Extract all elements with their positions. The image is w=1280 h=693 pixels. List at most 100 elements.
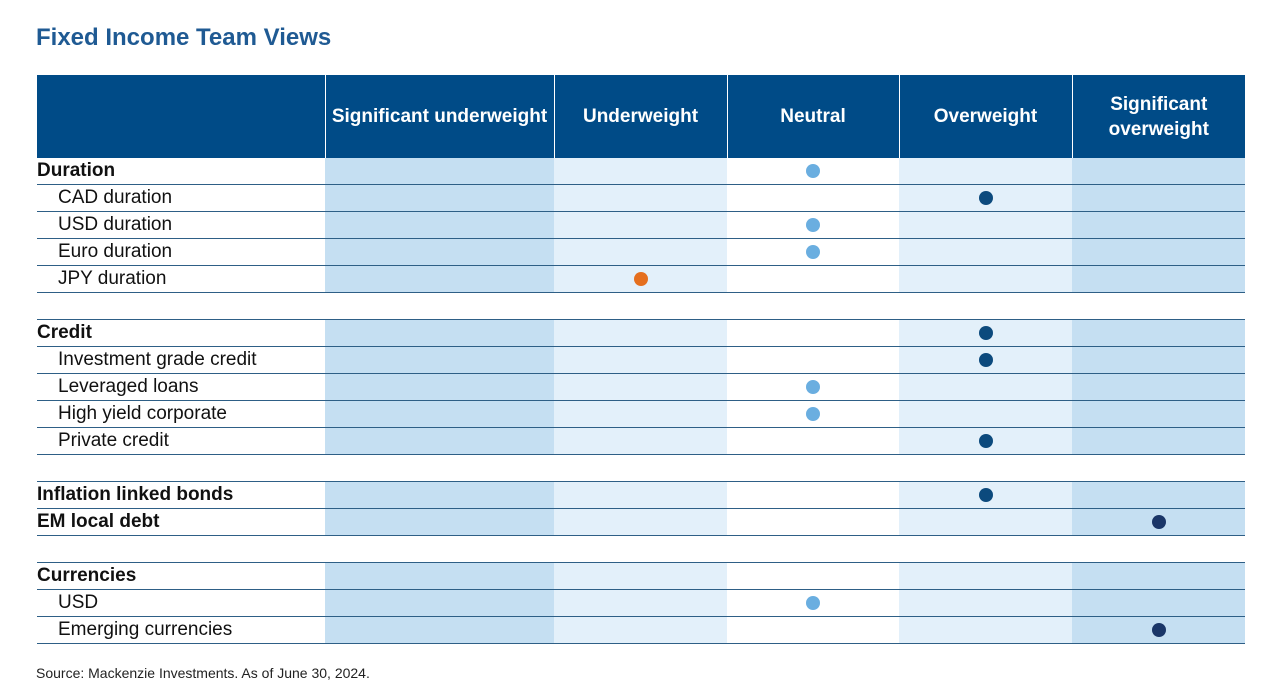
view-cell — [1072, 158, 1245, 185]
view-dot — [978, 433, 993, 448]
view-cell — [899, 265, 1072, 293]
view-cell — [325, 184, 554, 212]
view-cell — [1072, 211, 1245, 239]
view-cell — [325, 562, 554, 590]
table-row: Leveraged loans — [37, 373, 1245, 401]
view-cell — [727, 346, 899, 374]
table-row: High yield corporate — [37, 400, 1245, 428]
view-cell — [899, 589, 1072, 617]
table-row: Currencies — [37, 562, 1245, 590]
view-dot — [978, 352, 993, 367]
view-cell — [899, 184, 1072, 212]
row-label: Emerging currencies — [37, 616, 325, 644]
row-label: Leveraged loans — [37, 373, 325, 401]
view-cell — [727, 616, 899, 644]
view-cell — [1072, 184, 1245, 212]
view-cell — [325, 373, 554, 401]
view-cell — [1072, 346, 1245, 374]
view-dot — [806, 244, 820, 259]
view-cell — [899, 427, 1072, 455]
view-cell — [899, 158, 1072, 185]
view-cell — [554, 238, 727, 266]
table-row: JPY duration — [37, 265, 1245, 293]
table-row: Emerging currencies — [37, 616, 1245, 644]
view-cell — [1072, 481, 1245, 509]
view-cell — [554, 481, 727, 509]
view-cell — [554, 508, 727, 536]
view-cell — [554, 589, 727, 617]
spacer-row — [37, 535, 1245, 563]
view-cell — [1072, 265, 1245, 293]
view-cell — [727, 508, 899, 536]
view-cell — [899, 508, 1072, 536]
view-cell — [727, 238, 899, 266]
spacer-cell — [37, 535, 1245, 563]
view-cell — [1072, 589, 1245, 617]
table-row: CAD duration — [37, 184, 1245, 212]
view-dot — [978, 190, 993, 205]
row-label: Investment grade credit — [37, 346, 325, 374]
view-dot — [978, 325, 993, 340]
table-row: Private credit — [37, 427, 1245, 455]
view-cell — [325, 508, 554, 536]
view-cell — [899, 211, 1072, 239]
table-row: EM local debt — [37, 508, 1245, 536]
view-dot — [806, 379, 820, 394]
view-cell — [554, 427, 727, 455]
view-cell — [899, 373, 1072, 401]
view-cell — [727, 589, 899, 617]
table-row: Duration — [37, 158, 1245, 185]
view-dot — [1151, 514, 1166, 529]
row-label: Currencies — [37, 562, 325, 590]
spacer-cell — [37, 454, 1245, 482]
row-label: USD duration — [37, 211, 325, 239]
table-row: Euro duration — [37, 238, 1245, 266]
header-underweight: Underweight — [553, 75, 727, 158]
view-dot — [1151, 622, 1166, 637]
spacer-cell — [37, 292, 1245, 320]
view-cell — [727, 400, 899, 428]
view-cell — [554, 562, 727, 590]
view-cell — [325, 427, 554, 455]
row-label: USD — [37, 589, 325, 617]
view-cell — [727, 158, 899, 185]
view-cell — [1072, 616, 1245, 644]
view-cell — [554, 373, 727, 401]
source-note: Source: Mackenzie Investments. As of Jun… — [36, 665, 370, 681]
row-label: Euro duration — [37, 238, 325, 266]
table-row: Investment grade credit — [37, 346, 1245, 374]
view-cell — [325, 265, 554, 293]
view-cell — [1072, 427, 1245, 455]
view-cell — [1072, 319, 1245, 347]
view-cell — [554, 158, 727, 185]
view-cell — [727, 211, 899, 239]
view-cell — [325, 589, 554, 617]
view-cell — [727, 184, 899, 212]
table-body: Duration CAD duration USD duration Euro dur… — [37, 158, 1245, 644]
view-cell — [554, 211, 727, 239]
table-row: USD — [37, 589, 1245, 617]
view-cell — [325, 158, 554, 185]
view-cell — [554, 184, 727, 212]
view-cell — [899, 400, 1072, 428]
view-cell — [1072, 562, 1245, 590]
view-cell — [899, 562, 1072, 590]
header-significant-underweight: Significant underweight — [324, 75, 554, 158]
view-cell — [554, 265, 727, 293]
view-cell — [325, 319, 554, 347]
chart-title: Fixed Income Team Views — [36, 24, 332, 51]
view-cell — [1072, 373, 1245, 401]
view-cell — [727, 481, 899, 509]
view-cell — [727, 373, 899, 401]
spacer-row — [37, 292, 1245, 320]
view-cell — [899, 481, 1072, 509]
view-cell — [727, 265, 899, 293]
row-label: High yield corporate — [37, 400, 325, 428]
view-dot — [806, 217, 820, 232]
row-label: Inflation linked bonds — [37, 481, 325, 509]
table-row: Credit — [37, 319, 1245, 347]
view-dot — [978, 487, 993, 502]
view-cell — [727, 562, 899, 590]
view-cell — [554, 346, 727, 374]
view-dot — [806, 595, 820, 610]
